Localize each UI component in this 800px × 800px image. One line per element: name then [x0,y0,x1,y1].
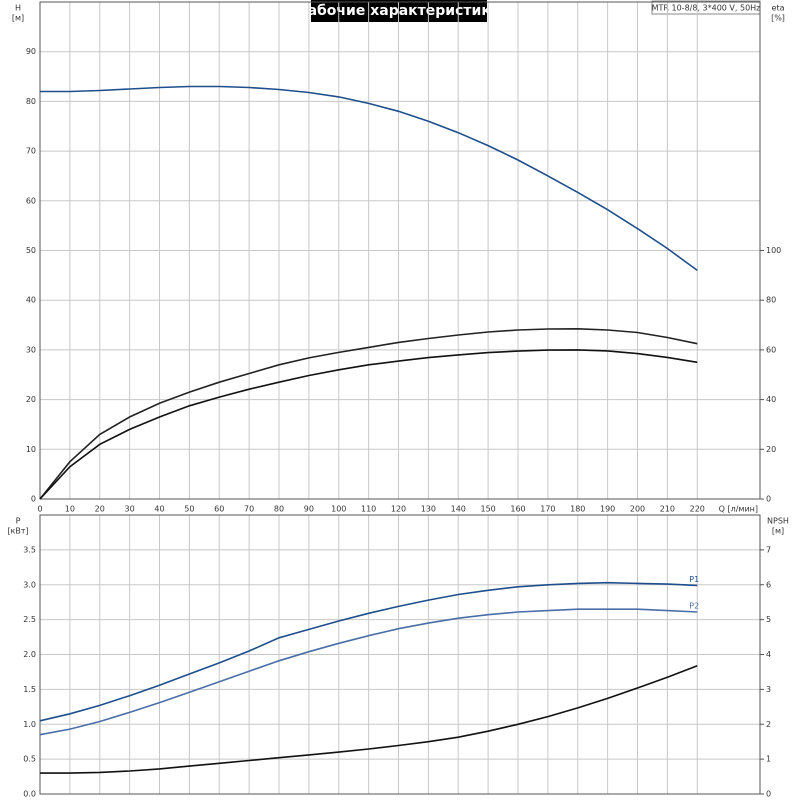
y2-tick-label: 100 [766,246,781,255]
y-tick-label: 90 [26,47,36,56]
y2-tick-label: 0 [766,790,771,799]
y-tick-label: 0.5 [23,755,36,764]
y-tick-label: 20 [26,395,36,404]
y2-tick-label: 2 [766,720,771,729]
y-tick-label: 60 [26,196,36,205]
x-tick-label: 0 [37,505,42,514]
x-tick-label: 90 [304,505,314,514]
y-axis-unit: [м] [12,14,24,23]
y2-tick-label: 1 [766,755,771,764]
x-tick-label: 80 [274,505,284,514]
y2-axis-label: NPSH [767,517,789,526]
y-tick-label: 1.0 [23,720,36,729]
series-line [39,327,698,500]
x-axis-label: Q [л/мин] [719,505,758,514]
model-label: MTR 10-8/8, 3*400 V, 50Hz [652,4,761,13]
y-tick-label: 0 [31,495,36,504]
x-tick-label: 190 [600,505,615,514]
y2-tick-label: 20 [766,445,776,454]
y-tick-label: 80 [26,97,36,106]
y-tick-label: 10 [26,445,36,454]
y-tick-label: 2.5 [23,615,36,624]
x-tick-label: 150 [480,505,495,514]
y-axis-unit: [кВт] [7,527,28,536]
y2-tick-label: 6 [766,580,771,589]
x-tick-label: 20 [95,505,105,514]
y-tick-label: 2.0 [23,650,36,659]
y2-axis-unit: [м] [772,527,784,536]
x-tick-label: 170 [540,505,555,514]
x-tick-label: 220 [690,505,705,514]
x-tick-label: 130 [421,505,436,514]
y2-tick-label: 0 [766,495,771,504]
y-tick-label: 30 [26,345,36,354]
series-label: P1 [689,575,699,584]
x-tick-label: 40 [154,505,164,514]
y2-tick-label: 7 [766,545,771,554]
y2-axis-unit: [%] [771,14,785,23]
y2-tick-label: 60 [766,345,776,354]
series-line [39,581,698,722]
y-tick-label: 0.0 [23,790,36,799]
x-tick-label: 200 [630,505,645,514]
plot-frame [39,514,761,795]
plot-frame [39,1,761,500]
y2-tick-label: 5 [766,615,771,624]
series-line [39,349,698,500]
y-tick-label: 50 [26,246,36,255]
y2-axis-label: eta [772,4,785,13]
x-tick-label: 30 [125,505,135,514]
y-tick-label: 3.0 [23,580,36,589]
x-tick-label: 60 [214,505,224,514]
y2-tick-label: 4 [766,650,771,659]
x-tick-label: 120 [391,505,406,514]
y-axis-label: P [16,517,21,526]
x-tick-label: 10 [65,505,75,514]
y-tick-label: 70 [26,147,36,156]
x-tick-label: 140 [451,505,466,514]
x-tick-label: 210 [660,505,675,514]
y-tick-label: 3.5 [23,545,36,554]
x-tick-label: 70 [244,505,254,514]
y-tick-label: 40 [26,296,36,305]
series-line [40,85,698,272]
y2-tick-label: 3 [766,685,771,694]
y-tick-label: 1.5 [23,685,36,694]
series-line [40,664,698,774]
x-tick-label: 160 [510,505,525,514]
series-label: P2 [689,601,699,610]
series-line [39,608,698,736]
x-tick-label: 50 [184,505,194,514]
x-tick-label: 110 [361,505,376,514]
y2-tick-label: 40 [766,395,776,404]
y2-tick-label: 80 [766,296,776,305]
x-tick-label: 100 [331,505,346,514]
x-tick-label: 180 [570,505,585,514]
y-axis-label: H [15,4,21,13]
